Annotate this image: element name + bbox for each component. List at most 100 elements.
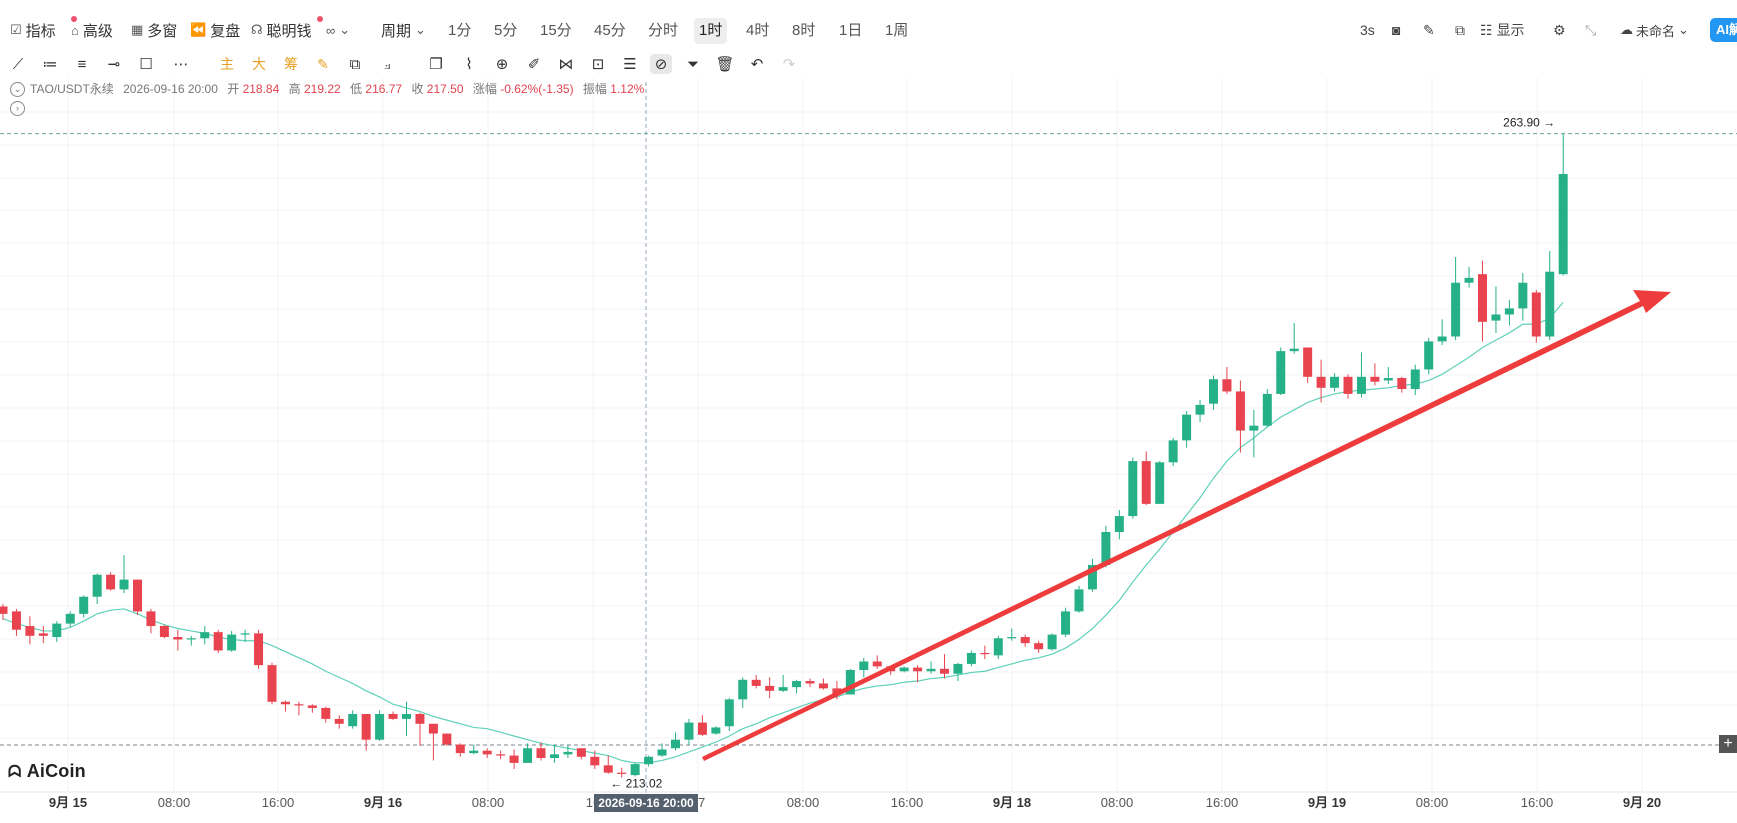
camera-icon[interactable]: ◙ [1392,22,1401,38]
large-order-tool[interactable]: 大 [252,56,266,72]
grid-icon: ▦ [131,22,144,37]
ai-button[interactable]: AI解 [1710,18,1737,42]
measure-icon[interactable]: ⟓ [383,55,391,73]
template-dropdown[interactable]: ∞ ⌄ [326,18,350,42]
edit-icon[interactable]: ✎ [317,55,329,72]
replay-button[interactable]: ⏪ 复盘 [190,18,240,42]
notification-dot [71,16,77,22]
candle-body [25,626,35,636]
period-1m[interactable]: 1分 [448,22,472,39]
candle-body [348,714,358,727]
more-tools-icon[interactable]: ⋯ [173,56,189,73]
candle-body [523,748,533,763]
horizontal-ray-icon[interactable]: ≔ [42,56,58,73]
candle-body [899,667,909,672]
period-5m[interactable]: 5分 [494,22,518,39]
ruler-icon[interactable]: ⌇ [465,56,473,73]
period-1d[interactable]: 1日 [839,22,863,39]
redo-icon[interactable]: ↷ [782,56,796,73]
rewind-icon: ⏪ [190,22,207,37]
clone-icon[interactable]: ❐ [429,56,443,73]
candle-body [307,705,317,708]
period-dropdown[interactable]: 周期 ⌄ [381,18,426,42]
period-15m[interactable]: 15分 [540,22,572,39]
expand-indicators-icon[interactable]: › [10,101,25,116]
candle-body [1195,404,1205,415]
candle-body [724,699,734,727]
candle-body [173,637,183,640]
parallel-channel-icon[interactable]: ≡ [77,55,87,73]
candle-body [1047,634,1057,650]
candle-body [1558,173,1568,275]
candle-body [52,623,62,638]
trash-icon[interactable]: 🗑 [715,56,735,73]
refresh-label: 3s [1360,22,1375,38]
indicator-button[interactable]: ☑ 指标 [10,16,77,42]
zoom-icon[interactable]: ⊕ [495,56,509,73]
brush-icon[interactable]: ✐ [527,56,541,73]
candle-body [684,722,694,740]
candle-body [1370,376,1380,382]
candle-body [1424,341,1434,370]
display-button[interactable]: ☷ 显示 [1480,18,1525,42]
chips-tool[interactable]: 筹 [284,56,298,72]
candle-body [1276,351,1286,394]
candle-body [1545,271,1555,337]
candle-body [536,748,546,759]
layout-name-dropdown[interactable]: ☁ 未命名 ⌄ [1620,18,1689,42]
add-price-line-button[interactable]: + [1719,735,1737,753]
hide-drawings-icon[interactable]: ⊘ [650,54,672,74]
candle-body [1518,282,1528,309]
close-value: 217.50 [426,82,464,96]
price-markers: 263.90 → ← 213.02 [610,116,1555,791]
smart-money-button[interactable]: ☊ 聪明钱 [251,16,323,42]
candle-body [859,661,869,671]
rectangle-icon[interactable]: ☐ [139,56,153,73]
x-tick-label: 08:00 [1101,795,1134,810]
candle-body [845,670,855,695]
new-window-icon[interactable]: ⧉ [1455,21,1465,38]
candle-body [1356,376,1366,394]
candle-body [1168,440,1178,463]
candle-body [576,748,586,757]
copy-drawing-icon[interactable]: ⧉ [349,55,361,73]
main-force-tool[interactable]: 主 [220,56,234,72]
candle-body [818,683,828,689]
replay-label: 复盘 [210,22,241,40]
display-label: 显示 [1496,22,1525,38]
candle-body [388,714,398,719]
refresh-rate[interactable]: 3s [1360,18,1375,42]
period-8h[interactable]: 8时 [792,22,816,39]
x-tick-label: 9月 20 [1623,795,1661,810]
layers-icon[interactable]: ☰ [623,56,637,73]
candle-body [1303,347,1313,377]
collapse-info-icon[interactable]: ⌄ [10,82,25,97]
period-timeshare[interactable]: 分时 [648,22,679,39]
change-value: -0.62%(-1.35) [500,82,574,96]
horizontal-line-icon[interactable]: ⊸ [107,56,121,73]
candle-body [38,633,48,636]
trend-line-icon[interactable]: ⟋ [12,55,24,73]
period-1w[interactable]: 1周 [885,22,909,39]
candle-body [832,688,842,695]
period-1h[interactable]: 1时 [694,18,728,44]
advanced-button[interactable]: ⌂ 高级 [71,18,113,42]
pencil-icon[interactable]: ✎ [1423,21,1435,38]
multi-window-label: 多窗 [147,22,178,40]
candle-body [1222,379,1232,392]
chevron-down-icon: ⌄ [339,22,351,37]
magnet-icon[interactable]: ⋈ [558,56,574,73]
period-45m[interactable]: 45分 [594,22,626,39]
lock-icon[interactable]: ⊡ [591,56,605,73]
collapse-icon[interactable]: ⤡ [1585,21,1597,38]
settings-gear-icon[interactable]: ⚙ [1553,21,1566,38]
open-value: 218.84 [242,82,280,96]
chevron-down-icon: ⌄ [415,22,426,37]
undo-icon[interactable]: ↶ [750,56,764,73]
period-4h[interactable]: 4时 [746,22,770,39]
multi-window-button[interactable]: ▦ 多窗 [131,18,177,42]
filter-icon[interactable]: ⏷ [686,55,699,73]
candle-body [913,667,923,672]
ma-line [2,301,1564,764]
